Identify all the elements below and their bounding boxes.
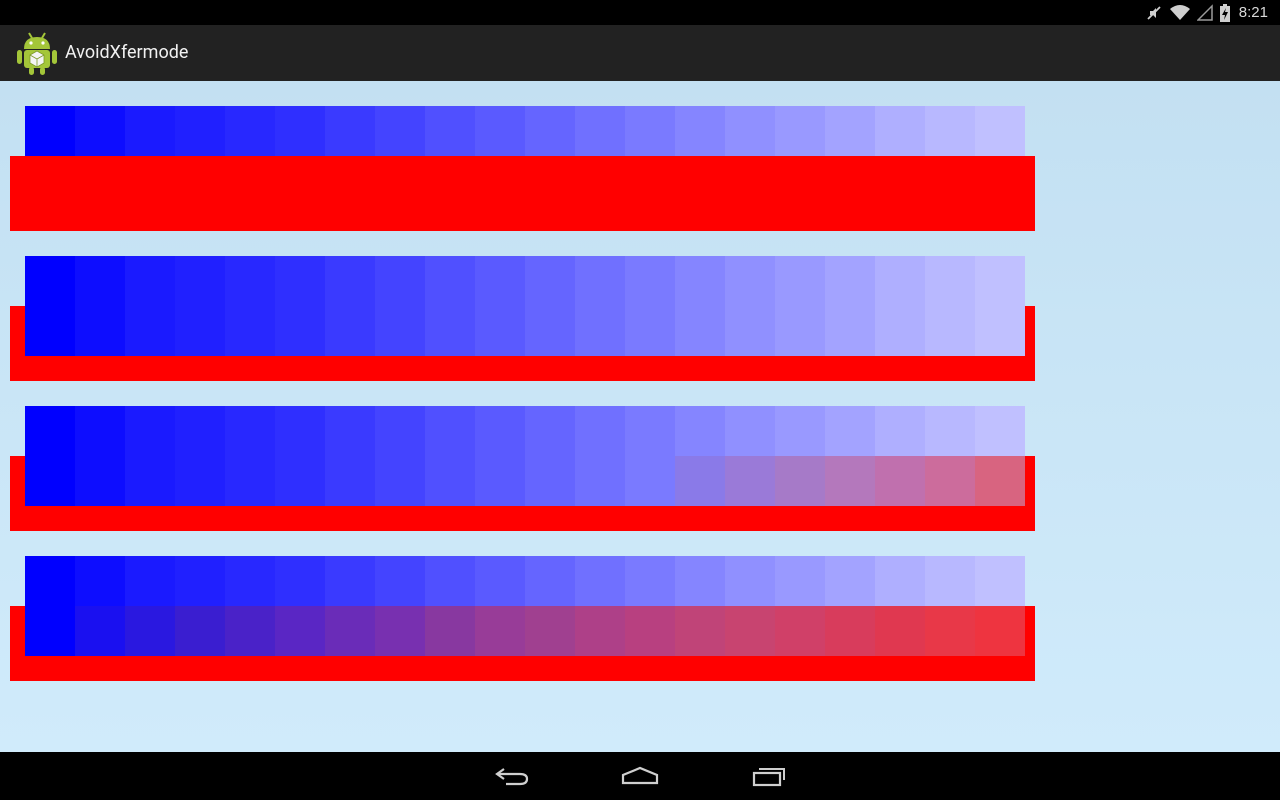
blended-tile <box>325 606 375 656</box>
gradient-tile <box>625 256 675 356</box>
blended-tile <box>725 606 775 656</box>
gradient-tile <box>525 406 575 506</box>
action-bar: AvoidXfermode <box>0 25 1280 82</box>
gradient-tile <box>425 256 475 356</box>
blended-tile <box>425 606 475 656</box>
android-robot-icon[interactable] <box>14 29 60 77</box>
gradient-tile <box>25 556 75 656</box>
blended-tile <box>525 606 575 656</box>
recents-icon <box>752 768 785 787</box>
blended-tile <box>925 456 975 506</box>
battery-charging-icon <box>1219 3 1230 22</box>
gradient-tile <box>25 406 75 506</box>
gradient-tile <box>325 256 375 356</box>
gradient-tile <box>375 256 425 356</box>
status-bar: 8:21 <box>0 0 1280 25</box>
blended-tile <box>225 606 275 656</box>
gradient-tile <box>275 256 325 356</box>
navigation-bar <box>0 752 1280 800</box>
back-button[interactable] <box>472 752 552 800</box>
content-area <box>0 81 1280 752</box>
blended-tile <box>875 606 925 656</box>
gradient-tile <box>75 256 125 356</box>
gradient-tile <box>625 406 675 506</box>
red-rectangle <box>10 156 1035 231</box>
gradient-tile <box>75 406 125 506</box>
blended-tile <box>375 606 425 656</box>
blended-tile <box>825 456 875 506</box>
blended-tile <box>75 606 125 656</box>
blended-tile <box>675 456 725 506</box>
gradient-tile <box>725 256 775 356</box>
app-title: AvoidXfermode <box>65 42 189 63</box>
blended-tile <box>725 456 775 506</box>
gradient-tile <box>525 256 575 356</box>
gradient-tile <box>575 256 625 356</box>
gradient-tile <box>475 256 525 356</box>
gradient-tile <box>425 406 475 506</box>
xfermode-row-2 <box>10 256 1035 381</box>
blended-tile <box>575 606 625 656</box>
blended-tile <box>475 606 525 656</box>
gradient-tile <box>775 256 825 356</box>
xfermode-canvas <box>10 106 1035 681</box>
gradient-tile <box>875 256 925 356</box>
back-icon <box>495 768 529 786</box>
blended-tile <box>775 456 825 506</box>
status-icons: 8:21 <box>1145 0 1268 25</box>
gradient-tile <box>475 406 525 506</box>
xfermode-row-4 <box>10 556 1035 681</box>
blended-tile <box>675 606 725 656</box>
blended-tile <box>925 606 975 656</box>
gradient-tile <box>225 256 275 356</box>
xfermode-row-3 <box>10 406 1035 531</box>
blended-tile <box>975 606 1025 656</box>
mute-icon <box>1147 5 1161 20</box>
gradient-tile <box>825 256 875 356</box>
gradient-tile <box>675 256 725 356</box>
blended-tile <box>975 456 1025 506</box>
gradient-tile <box>125 406 175 506</box>
gradient-tile <box>175 256 225 356</box>
gradient-tile <box>325 406 375 506</box>
gradient-tile <box>225 406 275 506</box>
gradient-tile <box>975 256 1025 356</box>
home-button[interactable] <box>600 752 680 800</box>
gradient-tile <box>375 406 425 506</box>
blended-tile <box>175 606 225 656</box>
blended-tile <box>775 606 825 656</box>
wifi-icon <box>1169 4 1190 20</box>
gradient-tile <box>925 256 975 356</box>
blended-tile <box>625 606 675 656</box>
blended-tile <box>125 606 175 656</box>
gradient-tile <box>575 406 625 506</box>
signal-icon <box>1196 3 1213 21</box>
home-icon <box>621 766 659 785</box>
blended-tile <box>875 456 925 506</box>
status-clock: 8:21 <box>1238 4 1268 21</box>
blended-tile <box>275 606 325 656</box>
gradient-tile <box>275 406 325 506</box>
recents-button[interactable] <box>729 752 809 800</box>
gradient-tile <box>125 256 175 356</box>
gradient-tile <box>25 256 75 356</box>
blended-tile <box>825 606 875 656</box>
xfermode-row-1 <box>10 106 1035 231</box>
gradient-tile <box>175 406 225 506</box>
